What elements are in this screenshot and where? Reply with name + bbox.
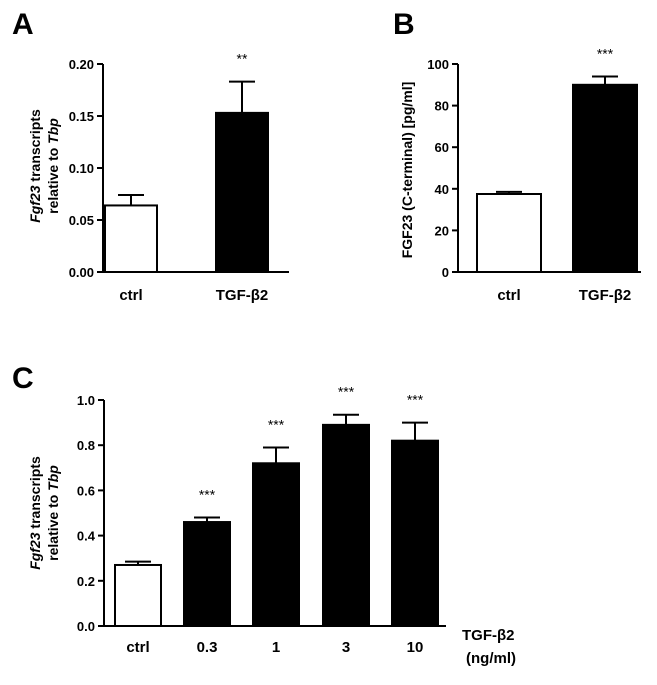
panel-a: A Fgf23 transcripts relative to Tbp 0.00… [12, 8, 289, 304]
panel-label-c: C [12, 362, 34, 395]
category-label-0: ctrl [119, 287, 142, 304]
significance-2: *** [268, 416, 285, 432]
plot-area-a: 0.00 0.05 0.10 0.15 0.20 ctrl ** TGF-β2 [69, 51, 289, 304]
y-axis-label-a-ref: Tbp [45, 118, 61, 144]
category-label-2: 1 [272, 639, 280, 656]
y-axis-label-a-gene: Fgf23 [27, 185, 43, 223]
y-axis-label-c-line2: relative to Tbp [45, 465, 61, 561]
category-label-1: TGF-β2 [579, 287, 632, 304]
y-tick-label: 0.00 [69, 265, 94, 280]
plot-area-c: 0.0 0.2 0.4 0.6 0.8 1.0 ctrl *** 0.3 *** 1 *** 3 *** 1… [77, 384, 446, 656]
y-tick-label: 20 [435, 223, 449, 238]
panel-c: C Fgf23 transcripts relative to Tbp 0.00… [12, 362, 516, 667]
y-tick-label: 0.05 [69, 213, 94, 228]
y-tick-label: 0.0 [77, 619, 95, 634]
plot-area-b: 0 20 40 60 80 100 ctrl *** TGF-β2 [427, 45, 641, 304]
y-tick-label: 40 [435, 182, 449, 197]
panel-b: B FGF23 (C-terminal) [pg/ml] 0 20 40 60 80 10… [393, 8, 641, 304]
y-axis-label-c-line2-text: relative to [45, 491, 61, 561]
x-axis-label-c-line1: TGF-β2 [462, 627, 515, 644]
y-axis-label-a-line1: Fgf23 transcripts [27, 109, 43, 223]
y-tick-label: 0.2 [77, 574, 95, 589]
y-tick-label: 0.20 [69, 57, 94, 72]
bar-0 [476, 193, 542, 273]
significance-3: *** [338, 384, 355, 400]
y-axis-label-a-line2-text: relative to [45, 144, 61, 214]
y-tick-label: 80 [435, 99, 449, 114]
bar-0 [114, 563, 162, 627]
y-tick-label: 0 [442, 265, 449, 280]
y-tick-label: 0.10 [69, 161, 94, 176]
y-axis-label-c-text: transcripts [27, 456, 43, 532]
y-axis-label-a-text: transcripts [27, 109, 43, 185]
y-tick-label: 1.0 [77, 393, 95, 408]
panel-label-b: B [393, 8, 415, 41]
category-label-3: 3 [342, 639, 350, 656]
bar-2 [252, 462, 300, 627]
bar-1 [572, 83, 638, 273]
y-axis-label-c-ref: Tbp [45, 465, 61, 491]
y-tick-label: 0.15 [69, 109, 94, 124]
bar-0 [104, 204, 158, 273]
y-tick-label: 60 [435, 140, 449, 155]
bar-3 [322, 423, 370, 627]
y-axis-label-c-gene: Fgf23 [27, 532, 43, 570]
significance-1: ** [237, 51, 248, 67]
y-axis-label-c-line1: Fgf23 transcripts [27, 456, 43, 570]
bar-1 [215, 111, 269, 273]
category-label-1: TGF-β2 [216, 287, 269, 304]
significance-1: *** [199, 487, 216, 503]
y-tick-label: 100 [427, 57, 449, 72]
category-label-4: 10 [407, 639, 424, 656]
bar-4 [391, 439, 439, 627]
x-axis-label-c-line2: (ng/ml) [466, 650, 516, 667]
y-tick-label: 0.4 [77, 529, 96, 544]
significance-1: *** [597, 45, 614, 61]
panel-label-a: A [12, 8, 34, 41]
y-axis-label-b: FGF23 (C-terminal) [pg/ml] [399, 82, 415, 259]
y-axis-label-a-line2: relative to Tbp [45, 118, 61, 214]
category-label-0: ctrl [497, 287, 520, 304]
y-tick-label: 0.6 [77, 483, 95, 498]
significance-4: *** [407, 392, 424, 408]
category-label-0: ctrl [126, 639, 149, 656]
y-tick-label: 0.8 [77, 438, 95, 453]
bar-1 [183, 521, 231, 627]
category-label-1: 0.3 [197, 639, 218, 656]
